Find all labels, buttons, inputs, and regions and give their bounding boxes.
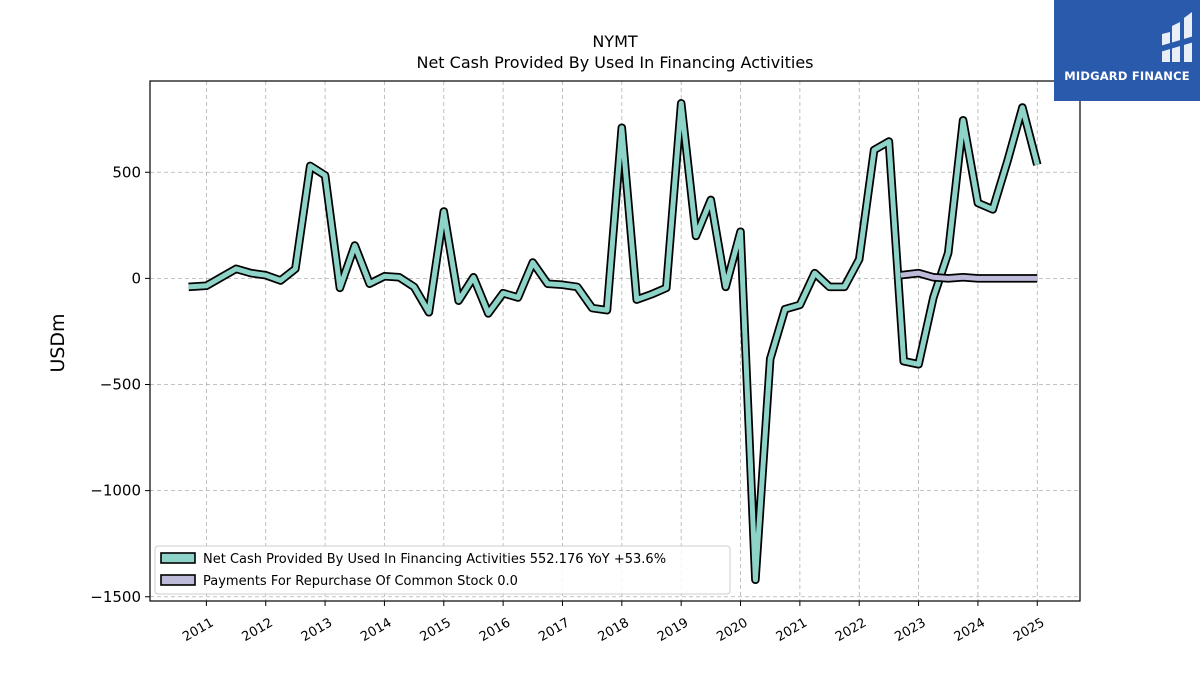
y-tick-label: −1000 [90, 482, 141, 500]
x-axis: 2011 2012 2013 2014 2015 2016 2017 2018 2019 2020… [180, 601, 1047, 645]
y-tick-label: 0 [131, 269, 141, 287]
x-tick-label: 2017 [536, 615, 572, 645]
logo-text: MIDGARD FINANCE [1064, 69, 1190, 83]
x-tick-label: 2022 [833, 615, 869, 645]
x-tick-label: 2014 [358, 615, 394, 645]
x-tick-label: 2012 [240, 615, 276, 645]
legend-swatch-financing [160, 552, 196, 564]
y-tick-label: −1500 [90, 588, 141, 606]
midgard-finance-logo: MIDGARD FINANCE [1054, 0, 1200, 101]
x-tick-label: 2016 [477, 615, 513, 645]
legend-swatch-repurchase [160, 574, 196, 586]
y-axis-label: USDm [47, 313, 69, 372]
chart-subtitle: Net Cash Provided By Used In Financing A… [416, 53, 813, 72]
legend-box [154, 545, 731, 595]
x-tick-label: 2013 [299, 615, 335, 645]
x-tick-label: 2019 [655, 615, 691, 645]
plot-frame [149, 80, 1081, 602]
series-outline-0 [188, 99, 1042, 585]
grid [150, 81, 1080, 601]
chart-title: NYMT [592, 32, 638, 51]
series-layer [188, 99, 1042, 585]
x-tick-label: 2015 [418, 615, 454, 645]
x-tick-label: 2023 [892, 615, 928, 645]
x-tick-label: 2018 [596, 615, 632, 645]
x-tick-label: 2025 [1011, 615, 1047, 645]
x-tick-label: 2011 [180, 615, 216, 645]
y-tick-label: 500 [112, 163, 141, 181]
legend: Net Cash Provided By Used In Financing A… [154, 545, 731, 595]
y-tick-label: −500 [100, 376, 141, 394]
y-axis: 500 0 −500 −1000 −1500 [90, 163, 150, 606]
x-tick-label: 2020 [714, 615, 750, 645]
series-line-1 [900, 270, 1038, 281]
series-line-0 [188, 100, 1040, 583]
x-tick-label: 2024 [952, 615, 988, 645]
legend-label-financing: Net Cash Provided By Used In Financing A… [203, 552, 666, 567]
legend-label-repurchase: Payments For Repurchase Of Common Stock … [203, 574, 518, 589]
x-tick-label: 2021 [774, 615, 810, 645]
logo-mark-icon [1160, 12, 1194, 62]
